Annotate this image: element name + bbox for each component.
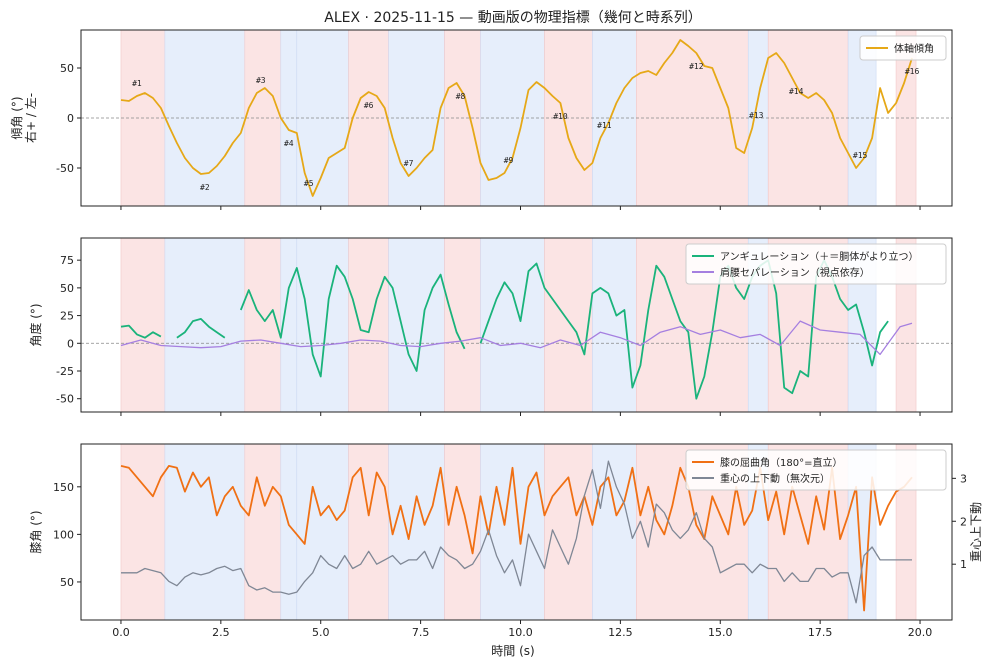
series-line-2-1 bbox=[120, 259, 889, 400]
x-tick-label: 10.0 bbox=[508, 626, 533, 639]
y-axis-label: 膝角 (°) bbox=[29, 510, 43, 553]
y-tick-label: -25 bbox=[56, 365, 74, 378]
x-tick-label: 0.0 bbox=[112, 626, 130, 639]
y-tick-label: 100 bbox=[53, 528, 74, 541]
peak-annotation: #7 bbox=[404, 159, 414, 168]
panels: -50 0 50 傾角 (°) 右+ / 左- 体軸傾角 #1 #2 #3 #4 #5 #6 #7 #8 #… bbox=[10, 29, 983, 639]
plot-frame bbox=[80, 443, 953, 621]
peak-annotation: #14 bbox=[789, 87, 804, 96]
panel-2: -50 -25 0 25 50 75 角度 (°) アンギュレーション（＋＝胴体がより立つ） 肩… bbox=[28, 237, 953, 416]
legend-label: 重心の上下動（無次元） bbox=[720, 472, 830, 485]
phase-band bbox=[544, 237, 593, 413]
series-line-3-2 bbox=[121, 460, 912, 604]
panel-1: -50 0 50 傾角 (°) 右+ / 左- 体軸傾角 #1 #2 #3 #4 #5 #6 #7 #8 #… bbox=[10, 29, 953, 210]
series-line-2-2 bbox=[120, 320, 913, 356]
phase-band bbox=[244, 237, 282, 413]
panel-3: 50 100 150 1 2 3 0.0 2.5 5.0 7.5 10.0 12.5 15.0 17.5 2… bbox=[29, 443, 983, 639]
phase-band bbox=[444, 237, 481, 413]
x-tick-label: 7.5 bbox=[412, 626, 430, 639]
legend-box bbox=[685, 449, 947, 491]
phase-band bbox=[348, 237, 389, 413]
x-tick-label: 12.5 bbox=[608, 626, 633, 639]
x-tick-label: 2.5 bbox=[212, 626, 230, 639]
y-axis-label: 角度 (°) bbox=[28, 303, 43, 346]
phase-band bbox=[244, 443, 282, 621]
y-axis-label: 傾角 (°) bbox=[10, 96, 24, 139]
legend-label: 肩腰セパレーション（視点依存） bbox=[720, 266, 870, 279]
peak-annotation: #3 bbox=[256, 76, 266, 85]
peak-annotation: #12 bbox=[689, 62, 704, 71]
y-tick-label: 25 bbox=[60, 310, 74, 323]
legend-label: 膝の屈曲角（180°=直立） bbox=[720, 456, 842, 469]
chart-title: ALEX · 2025-11-15 — 動画版の物理指標（幾何と時系列） bbox=[324, 10, 701, 26]
x-tick-label: 20.0 bbox=[908, 626, 933, 639]
peak-annotation: #4 bbox=[284, 139, 294, 148]
series-line-3-1 bbox=[120, 465, 913, 612]
y-tick-label: -50 bbox=[56, 393, 74, 406]
phase-band bbox=[592, 29, 637, 207]
y-tick-label: 50 bbox=[60, 282, 74, 295]
y-tick-label: 75 bbox=[60, 254, 74, 267]
y2-tick-label: 3 bbox=[960, 472, 967, 485]
phase-band bbox=[348, 443, 389, 621]
peak-annotation: #10 bbox=[553, 112, 568, 121]
phase-band bbox=[296, 237, 349, 413]
y-tick-label: 0 bbox=[67, 112, 74, 125]
phase-band bbox=[592, 443, 637, 621]
y-tick-label: -50 bbox=[56, 162, 74, 175]
phase-band bbox=[296, 443, 349, 621]
peak-annotation: #8 bbox=[456, 92, 466, 101]
y-axis-label: 右+ / 左- bbox=[23, 93, 38, 143]
peak-annotation: #9 bbox=[504, 156, 514, 165]
y2-axis-label: 重心上下動 bbox=[969, 502, 983, 562]
peak-annotation: #2 bbox=[200, 183, 210, 192]
series-line-1-1 bbox=[120, 39, 913, 197]
peak-annotation: #6 bbox=[364, 101, 374, 110]
y-tick-label: 50 bbox=[60, 576, 74, 589]
legend-box bbox=[859, 35, 947, 61]
legend-box bbox=[685, 243, 947, 285]
y2-tick-label: 1 bbox=[960, 558, 967, 571]
peak-annotation: #13 bbox=[749, 111, 764, 120]
peak-annotation: #16 bbox=[905, 67, 920, 76]
legend-label: 体軸傾角 bbox=[894, 42, 934, 55]
plot-frame bbox=[80, 237, 953, 413]
y-tick-label: 0 bbox=[67, 337, 74, 350]
phase-band bbox=[164, 237, 246, 413]
y2-tick-label: 2 bbox=[960, 515, 967, 528]
legend-label: アンギュレーション（＋＝胴体がより立つ） bbox=[720, 250, 919, 263]
phase-band bbox=[120, 443, 166, 621]
x-tick-label: 17.5 bbox=[808, 626, 833, 639]
x-axis-label: 時間 (s) bbox=[491, 644, 534, 658]
peak-annotation: #1 bbox=[132, 79, 142, 88]
y-tick-label: 50 bbox=[60, 62, 74, 75]
phase-band bbox=[388, 237, 445, 413]
x-tick-label: 15.0 bbox=[708, 626, 733, 639]
x-tick-label: 5.0 bbox=[312, 626, 330, 639]
y-tick-label: 150 bbox=[53, 481, 74, 494]
phase-band bbox=[592, 237, 637, 413]
phase-band bbox=[388, 443, 445, 621]
peak-annotation: #15 bbox=[853, 151, 868, 160]
peak-annotation: #11 bbox=[597, 121, 612, 130]
peak-annotation: #5 bbox=[304, 179, 314, 188]
